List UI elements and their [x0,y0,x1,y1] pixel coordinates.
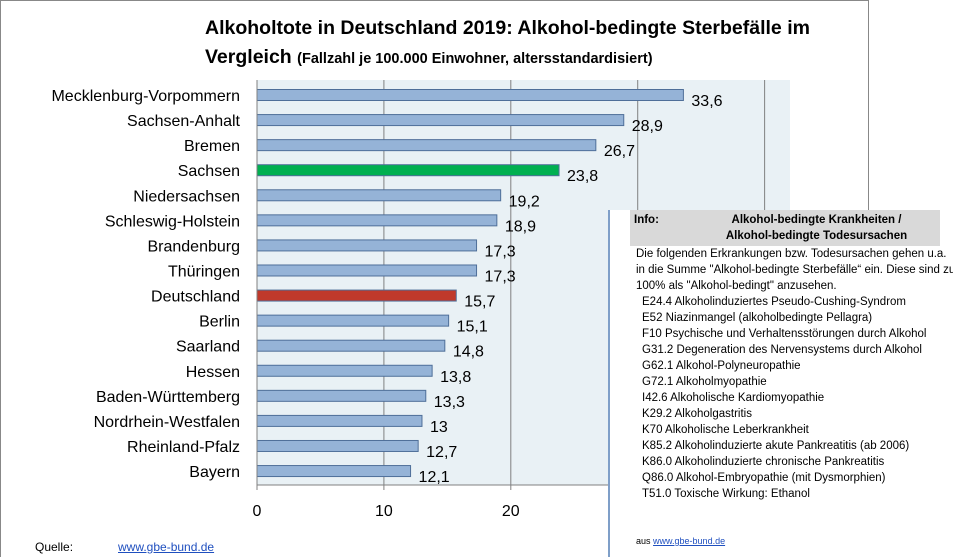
y-tick-label: Niedersachsen [133,188,240,205]
x-tick-label: 20 [502,503,520,520]
info-item: G72.1 Alkoholmyopathie [642,376,767,388]
bar [256,389,427,402]
info-item: I42.6 Alkoholische Kardiomyopathie [642,392,825,404]
source-prefix: aus [636,536,651,546]
info-item: G31.2 Degeneration des Nervensystems dur… [642,344,922,356]
info-label: Info: [634,214,659,226]
bar [256,214,498,227]
value-label: 28,9 [632,118,663,135]
bar [256,264,478,277]
source-link[interactable]: www.gbe-bund.de [653,536,726,546]
info-text: Die folgenden Erkrankungen bzw. Todesurs… [636,248,953,292]
title-text: Alkoholtote in Deutschland 2019: Alkohol… [205,17,810,68]
value-label: 12,7 [426,444,457,461]
bar [256,339,446,352]
y-tick-label: Saarland [176,339,240,356]
bar [256,239,478,252]
source-label: Quelle: [35,540,74,554]
y-tick-label: Bayern [189,464,240,481]
info-box: Info: Alkohol-bedingte Krankheiten / Alko… [608,210,953,557]
info-item: K29.2 Alkoholgastritis [642,408,752,420]
value-label: 19,2 [509,193,540,210]
info-item: G62.1 Alkohol-Polyneuropathie [642,360,801,372]
info-list: E24.4 Alkoholinduziertes Pseudo-Cushing-… [642,294,953,502]
bar [256,89,684,101]
bar [256,139,597,152]
value-label: 17,3 [485,243,516,260]
info-item: E24.4 Alkoholinduziertes Pseudo-Cushing-… [642,296,907,308]
y-tick-label: Deutschland [151,289,240,306]
source: Quelle: www.gbe-bund.de [35,540,214,554]
subtitle: (Fallzahl je 100.000 Einwohner, altersst… [297,51,653,67]
y-tick-label: Schleswig-Holstein [105,213,240,230]
info-item: K70 Alkoholische Leberkrankheit [642,424,809,436]
info-source: aus www.gbe-bund.de [636,533,725,549]
info-header: Info: Alkohol-bedingte Krankheiten / Alko… [630,210,940,246]
y-tick-label: Sachsen-Anhalt [127,113,241,130]
value-label: 12,1 [419,469,450,486]
y-tick-label: Nordrhein-Westfalen [94,414,240,431]
value-label: 23,8 [567,168,598,185]
chart-title: Alkoholtote in Deutschland 2019: Alkohol… [205,14,845,74]
bar [256,465,412,478]
y-tick-label: Hessen [186,364,240,381]
value-label: 14,8 [453,344,484,361]
bar [256,439,419,452]
source-link[interactable]: www.gbe-bund.de [118,540,215,554]
y-tick-label: Rheinland-Pfalz [127,439,240,456]
y-tick-label: Baden-Württemberg [96,389,240,406]
y-tick-label: Mecklenburg-Vorpommern [51,88,240,105]
value-label: 33,6 [691,93,722,110]
info-item: E52 Niazinmangel (alkoholbedingte Pellag… [642,312,873,324]
y-tick-label: Brandenburg [147,238,240,255]
bar [256,164,560,177]
bar [256,289,457,302]
value-label: 15,1 [457,319,488,336]
y-tick-label: Bremen [184,138,240,155]
y-tick-label: Sachsen [178,163,240,180]
value-label: 17,3 [485,268,516,285]
value-label: 13 [430,419,448,436]
info-heading: Alkohol-bedingte Todesursachen [725,230,908,242]
bar [256,114,625,127]
info-item: Q86.0 Alkohol-Embryopathie (mit Dysmorph… [642,472,886,484]
x-tick-label: 10 [375,503,393,520]
bar [256,414,423,427]
y-tick-label: Thüringen [168,263,240,280]
value-label: 15,7 [464,294,495,311]
value-label: 13,8 [440,369,471,386]
value-label: 18,9 [505,218,536,235]
info-item: K85.2 Alkoholinduzierte akute Pankreatit… [642,440,910,452]
value-label: 13,3 [434,394,465,411]
x-tick-label: 0 [253,503,262,520]
bar [256,364,433,377]
info-item: T51.0 Toxische Wirkung: Ethanol [642,488,810,500]
info-item: K86.0 Alkoholinduzierte chronische Pankr… [642,456,885,468]
info-heading: Alkohol-bedingte Krankheiten / [731,214,902,226]
value-label: 26,7 [604,143,635,160]
bar [256,314,450,327]
y-tick-label: Berlin [199,314,240,331]
info-item: F10 Psychische und Verhaltensstörungen d… [642,328,927,340]
bar [256,189,502,202]
